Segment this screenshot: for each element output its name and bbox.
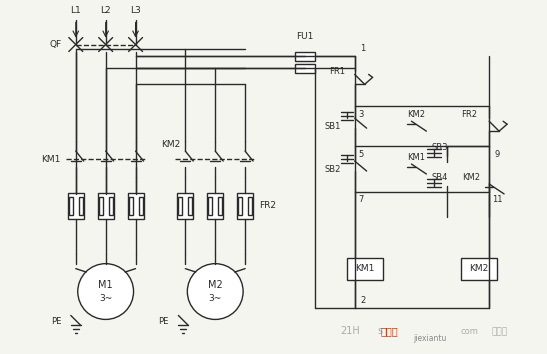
Text: 7: 7 — [358, 195, 363, 204]
Text: 接线图: 接线图 — [381, 326, 398, 336]
Bar — [207, 193, 223, 219]
Bar — [68, 193, 84, 219]
Text: KM2: KM2 — [469, 264, 489, 273]
Text: s: s — [377, 326, 382, 336]
Text: KM2: KM2 — [462, 172, 480, 182]
Bar — [109, 197, 113, 215]
Bar — [218, 197, 222, 215]
Text: 9: 9 — [494, 150, 500, 159]
Bar — [98, 197, 103, 215]
Bar — [295, 52, 315, 61]
Text: 5: 5 — [358, 150, 363, 159]
Text: 3: 3 — [358, 110, 363, 119]
Text: FU1: FU1 — [296, 32, 313, 41]
Text: 3~: 3~ — [208, 294, 222, 303]
Text: 1: 1 — [360, 44, 365, 53]
Text: FR1: FR1 — [329, 67, 345, 76]
Text: FR2: FR2 — [259, 201, 277, 210]
Circle shape — [78, 264, 133, 319]
Text: KM2: KM2 — [408, 110, 426, 119]
Text: KM1: KM1 — [41, 155, 61, 164]
Text: SB4: SB4 — [431, 172, 447, 182]
Text: QF: QF — [50, 40, 62, 49]
Bar — [79, 197, 83, 215]
Text: M1: M1 — [98, 280, 113, 290]
Text: 3~: 3~ — [99, 294, 112, 303]
Text: PE: PE — [51, 317, 61, 326]
Text: L3: L3 — [130, 6, 141, 15]
Bar — [295, 64, 315, 73]
Text: KM1: KM1 — [355, 264, 374, 273]
Bar — [208, 197, 212, 215]
Text: 21H: 21H — [340, 326, 359, 336]
Text: SB1: SB1 — [324, 122, 341, 131]
Text: 2: 2 — [360, 296, 365, 305]
Bar — [347, 258, 382, 280]
Bar — [237, 193, 253, 219]
Bar — [98, 193, 114, 219]
Bar — [138, 197, 143, 215]
Bar — [129, 197, 132, 215]
Bar — [188, 197, 193, 215]
Bar — [461, 258, 497, 280]
Bar — [178, 197, 182, 215]
Bar — [127, 193, 143, 219]
Text: SB2: SB2 — [324, 165, 341, 173]
Text: M2: M2 — [208, 280, 223, 290]
Text: 11: 11 — [492, 195, 502, 204]
Text: KM2: KM2 — [161, 139, 180, 149]
Text: com: com — [460, 327, 478, 336]
Text: L1: L1 — [71, 6, 81, 15]
Text: jiexiantu: jiexiantu — [412, 334, 446, 343]
Text: PE: PE — [158, 317, 168, 326]
Text: KM1: KM1 — [408, 153, 426, 161]
Text: L2: L2 — [100, 6, 111, 15]
Bar — [248, 197, 252, 215]
Bar — [238, 197, 242, 215]
Text: 电工网: 电工网 — [491, 327, 507, 336]
Text: FR2: FR2 — [461, 110, 477, 119]
Circle shape — [187, 264, 243, 319]
Bar — [177, 193, 193, 219]
Text: SB3: SB3 — [431, 143, 447, 152]
Bar — [69, 197, 73, 215]
